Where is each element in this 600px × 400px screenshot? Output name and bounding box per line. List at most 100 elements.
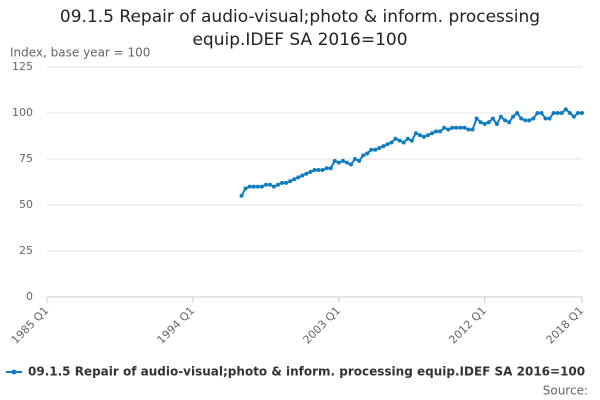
point <box>344 160 349 165</box>
y-tick-label: 75 <box>19 152 33 165</box>
point <box>458 125 463 130</box>
point <box>401 140 406 145</box>
point <box>328 166 333 171</box>
point <box>405 136 410 141</box>
point <box>425 133 430 138</box>
point <box>450 125 455 130</box>
point <box>551 111 556 115</box>
point <box>438 129 443 134</box>
point <box>259 184 264 189</box>
point <box>515 111 520 115</box>
point <box>251 184 256 189</box>
point <box>304 171 309 176</box>
point <box>247 184 252 189</box>
point <box>547 116 552 121</box>
point <box>288 179 293 184</box>
point <box>357 158 362 163</box>
point <box>348 162 353 167</box>
point <box>377 145 382 150</box>
point <box>332 158 337 163</box>
point <box>267 182 272 187</box>
point <box>340 158 345 163</box>
point <box>430 131 435 136</box>
point <box>498 114 503 119</box>
point <box>507 120 512 125</box>
point <box>446 127 451 132</box>
x-tick-label: 2012 Q1 <box>446 304 489 347</box>
point <box>409 138 414 143</box>
y-tick-label: 125 <box>12 60 33 73</box>
x-tick-label: 1985 Q1 <box>9 304 52 347</box>
x-tick-label: 1994 Q1 <box>155 304 198 347</box>
point <box>243 186 248 191</box>
point <box>478 120 483 125</box>
point <box>502 118 507 123</box>
point <box>365 151 370 156</box>
point <box>353 157 358 161</box>
point <box>531 116 536 121</box>
series-line <box>240 107 582 197</box>
point <box>381 144 386 149</box>
chart-title: 09.1.5 Repair of audio-visual;photo & in… <box>59 7 541 50</box>
point <box>519 116 524 121</box>
point <box>494 122 499 127</box>
point <box>539 111 544 115</box>
point <box>292 177 297 182</box>
point <box>413 131 418 136</box>
legend-marker <box>11 369 17 375</box>
point <box>466 127 471 132</box>
point <box>559 111 564 115</box>
point <box>263 182 268 187</box>
point <box>393 136 398 141</box>
point <box>271 184 276 189</box>
y-tick-label: 100 <box>12 106 33 119</box>
point <box>320 168 325 173</box>
point <box>462 125 467 130</box>
point <box>511 114 516 119</box>
x-tick-label: 2018 Q1 <box>544 304 587 347</box>
y-axis-label: Index, base year = 100 <box>10 46 150 60</box>
point <box>490 116 495 121</box>
point <box>486 120 491 125</box>
point <box>527 118 532 123</box>
point <box>580 111 584 115</box>
point <box>470 127 475 132</box>
point <box>284 180 289 185</box>
y-tick-label: 50 <box>19 198 33 211</box>
point <box>389 140 394 145</box>
point <box>361 153 366 158</box>
y-tick-label: 25 <box>19 244 33 257</box>
point <box>308 169 313 174</box>
point <box>421 134 426 139</box>
point <box>454 125 459 130</box>
point <box>255 184 260 189</box>
point <box>575 111 580 115</box>
point <box>535 111 540 115</box>
point <box>555 111 560 115</box>
point <box>373 147 378 152</box>
point <box>336 160 341 165</box>
point <box>239 193 244 198</box>
y-tick-label: 0 <box>26 290 33 303</box>
point <box>276 182 281 187</box>
point <box>482 122 487 127</box>
point <box>474 116 479 121</box>
point <box>563 107 568 112</box>
point <box>385 142 390 147</box>
point <box>280 180 285 185</box>
point <box>369 147 374 152</box>
point <box>571 114 576 119</box>
point <box>523 118 528 123</box>
point <box>434 129 439 134</box>
point <box>316 168 321 173</box>
point <box>442 125 447 130</box>
point <box>417 133 422 138</box>
point <box>324 166 329 171</box>
point <box>300 173 305 178</box>
x-tick-label: 2003 Q1 <box>301 304 344 347</box>
point <box>312 168 317 173</box>
point <box>397 138 402 143</box>
legend-label: 09.1.5 Repair of audio-visual;photo & in… <box>28 365 585 379</box>
